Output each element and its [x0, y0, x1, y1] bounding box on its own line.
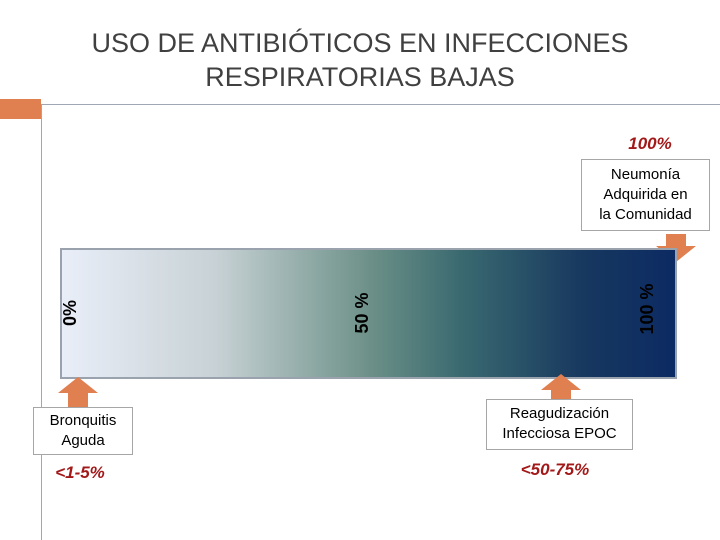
decorative-vertical-rule [41, 104, 42, 540]
bronquitis-line-1: Bronquitis [49, 412, 117, 429]
arrow-up-icon [58, 377, 98, 407]
epoc-box: Reagudización Infecciosa EPOC [486, 399, 633, 450]
epoc-line-2: Infecciosa EPOC [502, 425, 617, 442]
arrow-up-icon [541, 374, 581, 404]
gradient-scale-bar [60, 248, 677, 379]
epoc-line-1: Reagudización [509, 405, 610, 422]
slide-title-line-2: RESPIRATORIAS BAJAS [205, 62, 515, 92]
epoc-percent-label: <50-75% [520, 460, 590, 479]
neumonia-line-1: Neumonía [610, 166, 681, 183]
bronquitis-box: Bronquitis Aguda [33, 407, 133, 455]
slide-title-line-1: USO DE ANTIBIÓTICOS EN INFECCIONES [91, 28, 629, 58]
scale-label-100: 100 % [637, 283, 657, 335]
scale-label-50: 50 % [352, 292, 372, 334]
decorative-horizontal-rule [41, 104, 720, 105]
scale-label-0: 0% [60, 300, 80, 327]
neumonia-box: Neumonía Adquirida en la Comunidad [581, 159, 710, 231]
top-percent-label: 100% [628, 134, 672, 153]
neumonia-line-3: la Comunidad [599, 206, 692, 223]
slide-title: USO DE ANTIBIÓTICOS EN INFECCIONES RESPI… [40, 26, 680, 94]
decorative-orange-block [0, 99, 41, 119]
bronquitis-percent-label: <1-5% [55, 463, 105, 482]
neumonia-line-2: Adquirida en [603, 186, 688, 203]
bronquitis-line-2: Aguda [61, 432, 105, 449]
